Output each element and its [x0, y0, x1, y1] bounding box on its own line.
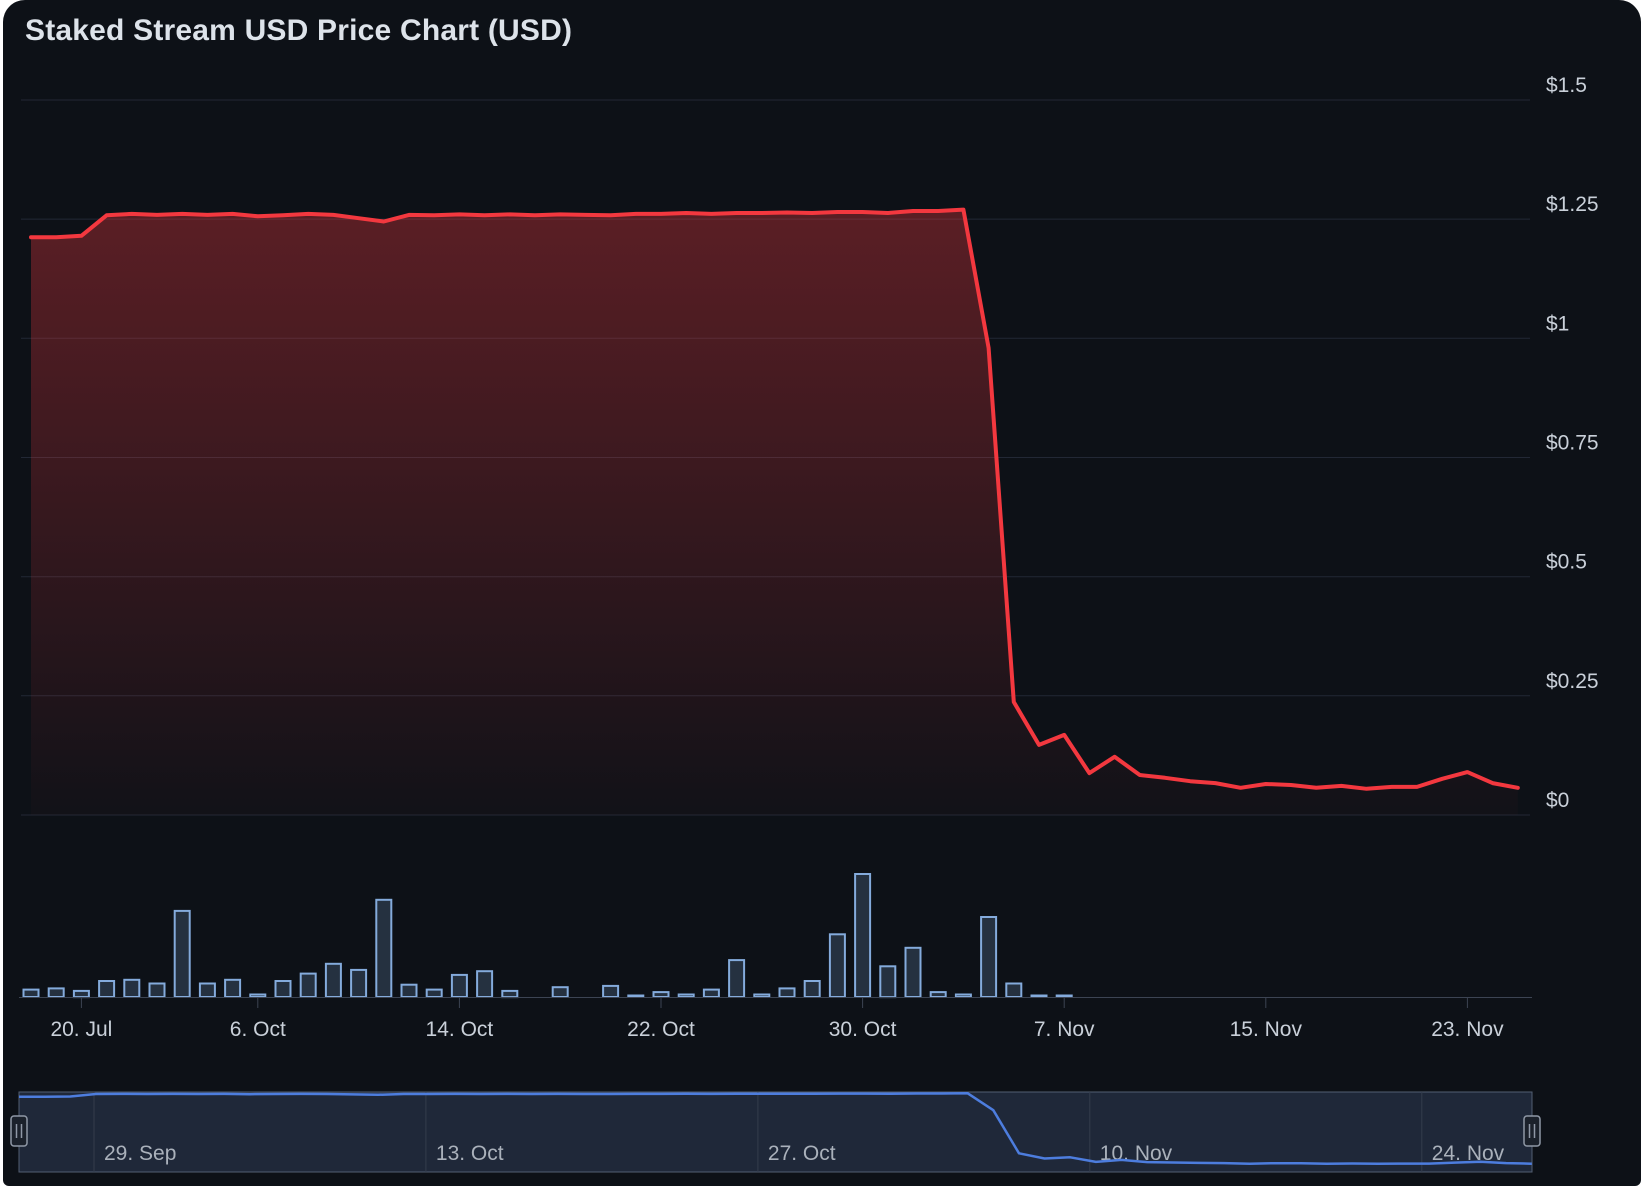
y-axis-label: $1	[1546, 312, 1569, 335]
x-axis-label: 20. Jul	[50, 1018, 112, 1041]
navigator-label: 13. Oct	[436, 1142, 504, 1165]
x-axis-label: 23. Nov	[1431, 1018, 1504, 1041]
chart-title: Staked Stream USD Price Chart (USD)	[25, 14, 573, 47]
plot-area[interactable]	[21, 60, 1530, 998]
y-axis-label: $0	[1546, 789, 1569, 812]
y-axis-label: $0.25	[1546, 670, 1599, 693]
navigator-right-handle[interactable]	[1523, 1115, 1541, 1147]
navigator-mask[interactable]	[18, 1091, 1533, 1173]
price-line	[29, 207, 1520, 791]
x-axis-label: 6. Oct	[230, 1018, 286, 1041]
y-axis-label: $1.25	[1546, 193, 1599, 216]
x-axis-label: 30. Oct	[829, 1018, 897, 1041]
navigator-label: 29. Sep	[104, 1142, 176, 1165]
y-axis-label: $0.75	[1546, 431, 1599, 454]
y-axis-label: $1.5	[1546, 74, 1587, 97]
navigator-line	[19, 1092, 1532, 1166]
x-axis: 20. Jul 6. Oct 14. Oct 22. Oct 30. Oct 7. Nov…	[19, 997, 1532, 1041]
navigator-label: 24. Nov	[1432, 1142, 1505, 1165]
x-axis-label: 7. Nov	[1034, 1018, 1095, 1041]
x-axis-label: 14. Oct	[426, 1018, 494, 1041]
handle-grip[interactable]	[10, 1115, 28, 1147]
price-area	[31, 209, 1518, 816]
x-axis-label: 22. Oct	[627, 1018, 695, 1041]
navigator-label: 27. Oct	[768, 1142, 836, 1165]
x-axis-label: 15. Nov	[1230, 1018, 1303, 1041]
navigator-left-handle[interactable]	[10, 1115, 28, 1147]
handle-grip[interactable]	[1523, 1115, 1541, 1147]
navigator: 29. Sep 13. Oct 27. Oct 10. Nov 24. Nov	[10, 1091, 1541, 1173]
y-axis-labels: $0 $0.25 $0.5 $0.75 $1 $1.25 $1.5	[1546, 74, 1599, 812]
y-axis-label: $0.5	[1546, 551, 1587, 574]
